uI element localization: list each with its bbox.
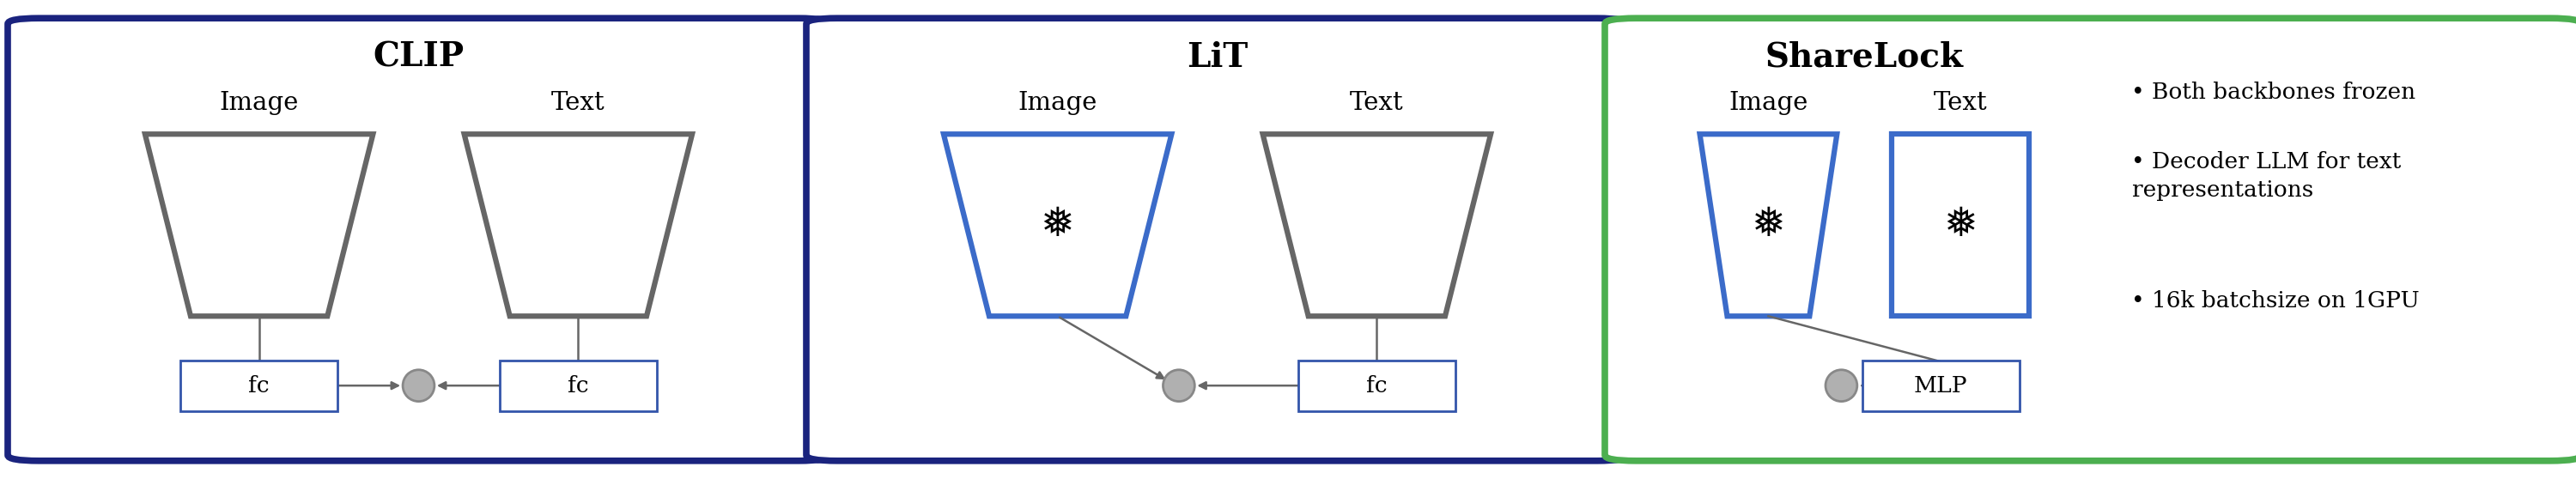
Text: ❅: ❅ [1752, 206, 1785, 244]
Ellipse shape [1826, 370, 1857, 401]
Text: • Both backbones frozen: • Both backbones frozen [2133, 81, 2416, 103]
Text: ShareLock: ShareLock [1765, 41, 1963, 74]
Text: Text: Text [1350, 91, 1404, 115]
Text: • Decoder LLM for text
representations: • Decoder LLM for text representations [2133, 151, 2401, 201]
Text: Image: Image [219, 91, 299, 115]
Ellipse shape [402, 370, 435, 401]
FancyBboxPatch shape [180, 360, 337, 411]
Text: Text: Text [551, 91, 605, 115]
Text: CLIP: CLIP [374, 41, 464, 74]
Text: fc: fc [567, 375, 590, 396]
Text: MLP: MLP [1914, 375, 1968, 396]
Text: Image: Image [1728, 91, 1808, 115]
FancyBboxPatch shape [1862, 360, 2020, 411]
Text: • 16k batchsize on 1GPU: • 16k batchsize on 1GPU [2133, 290, 2419, 311]
Text: ❅: ❅ [1942, 206, 1978, 244]
FancyBboxPatch shape [806, 18, 1628, 461]
Text: fc: fc [1365, 375, 1388, 396]
Text: ❅: ❅ [1041, 206, 1074, 244]
Text: fc: fc [247, 375, 270, 396]
Text: Text: Text [1935, 91, 1986, 115]
Ellipse shape [1162, 370, 1195, 401]
Text: LiT: LiT [1188, 41, 1247, 74]
FancyBboxPatch shape [8, 18, 829, 461]
FancyBboxPatch shape [1605, 18, 2576, 461]
Text: Image: Image [1018, 91, 1097, 115]
FancyBboxPatch shape [500, 360, 657, 411]
Bar [1891, 134, 2030, 316]
FancyBboxPatch shape [1298, 360, 1455, 411]
